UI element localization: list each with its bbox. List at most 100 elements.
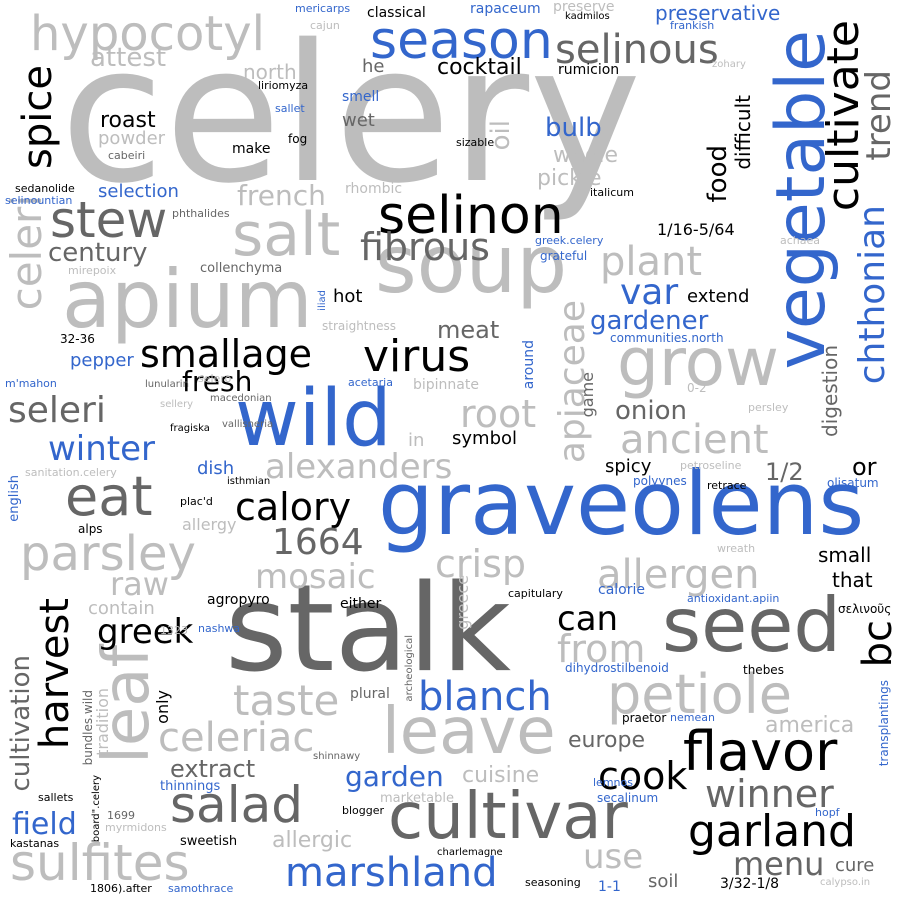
word-plural: plural bbox=[350, 686, 390, 702]
word-zohary: zohary bbox=[712, 59, 746, 70]
word-attest: attest bbox=[90, 43, 167, 73]
word-sedanolide: sedanolide bbox=[15, 182, 75, 195]
word-hot: hot bbox=[333, 286, 363, 307]
word-season: season bbox=[370, 11, 553, 71]
word-thebes: thebes bbox=[743, 663, 784, 677]
word-1664: 1664 bbox=[272, 522, 364, 563]
word-kadmilos: kadmilos bbox=[565, 11, 610, 22]
word-bipinnate: bipinnate bbox=[413, 377, 479, 393]
word-america: america bbox=[765, 713, 855, 738]
word-seleri: seleri bbox=[8, 390, 106, 431]
word-petroseline: petroseline bbox=[680, 459, 742, 472]
word-rapaceum: rapaceum bbox=[470, 1, 541, 17]
word-transplantings: transplantings bbox=[877, 680, 891, 767]
word-bundles-wild: bundles.wild bbox=[81, 690, 95, 766]
word-fresh: fresh bbox=[182, 365, 253, 398]
word-cocktail: cocktail bbox=[437, 55, 522, 80]
word-extend: extend bbox=[687, 286, 750, 307]
word-selero: selero bbox=[198, 372, 232, 385]
word-marketable: marketable bbox=[380, 791, 454, 806]
word-soup: soup bbox=[375, 218, 568, 311]
word-iliad: iliad bbox=[317, 290, 328, 311]
word-isthmian: isthmian bbox=[227, 476, 271, 487]
word-3-32-1-8: 3/32-1/8 bbox=[720, 876, 780, 892]
word-mosaic: mosaic bbox=[255, 557, 376, 597]
word-capitulary: capitulary bbox=[508, 587, 563, 600]
word-symbol: symbol bbox=[452, 428, 518, 449]
word-rhombic: rhombic bbox=[345, 181, 403, 197]
word-crisp: crisp bbox=[435, 542, 526, 586]
word-garland: garland bbox=[688, 806, 856, 857]
word-onion: onion bbox=[615, 396, 687, 426]
word-1-1: 1-1 bbox=[598, 879, 621, 895]
word-blanch: blanch bbox=[418, 674, 552, 720]
word-allergy: allergy bbox=[182, 515, 237, 534]
word-fragiska: fragiska bbox=[170, 423, 210, 434]
word-mericarps: mericarps bbox=[295, 2, 351, 15]
word-1-2: 1/2 bbox=[765, 458, 804, 486]
word-english: english bbox=[7, 475, 22, 522]
word-soil: soil bbox=[648, 871, 679, 892]
word-roast: roast bbox=[100, 108, 156, 133]
word-achaea: achaea bbox=[780, 234, 821, 247]
word-1699: 1699 bbox=[107, 809, 135, 822]
word-apium: apium bbox=[62, 253, 313, 346]
word-lunularin: lunularin bbox=[145, 379, 189, 390]
word-stalk: stalk bbox=[225, 560, 511, 699]
word-in: in bbox=[408, 430, 425, 451]
word-plant: plant bbox=[600, 239, 703, 285]
word-parsley: parsley bbox=[20, 526, 196, 582]
word-olisatum: olisatum bbox=[827, 476, 879, 490]
word-greek: greek bbox=[97, 612, 194, 652]
word-seasoning: seasoning bbox=[525, 876, 581, 889]
word-greece: greece bbox=[453, 575, 472, 630]
word-difficult: difficult bbox=[731, 95, 755, 170]
word-collenchyma: collenchyma bbox=[200, 261, 283, 276]
word-1806-after: 1806).after bbox=[90, 882, 152, 895]
word-menu: menu bbox=[733, 845, 825, 883]
word-alps: alps bbox=[78, 522, 103, 536]
word-sizable: sizable bbox=[456, 136, 495, 149]
word-selinous: selinous bbox=[555, 27, 719, 73]
word-nemean: nemean bbox=[670, 711, 715, 724]
word-rumicion: rumicion bbox=[558, 62, 620, 78]
word-persley: persley bbox=[748, 401, 789, 414]
word-meat: meat bbox=[437, 316, 500, 344]
word-root: root bbox=[460, 392, 537, 436]
word-frankish: frankish bbox=[670, 19, 715, 32]
word-sallets: sallets bbox=[38, 791, 74, 804]
word-wreath: wreath bbox=[717, 542, 756, 555]
word-winter: winter bbox=[48, 429, 156, 469]
word-cajun: cajun bbox=[310, 19, 340, 32]
word-cabeiri: cabeiri bbox=[108, 149, 146, 162]
word-selection: selection bbox=[98, 181, 179, 202]
word-hopf: hopf bbox=[815, 806, 840, 819]
word-classical: classical bbox=[367, 5, 426, 21]
word-sellery: sellery bbox=[160, 399, 194, 410]
word-allergen: allergen bbox=[597, 552, 760, 598]
word-calorie: calorie bbox=[598, 582, 645, 598]
word-phthalides: phthalides bbox=[172, 207, 230, 220]
word-1-16-5-64: 1/16-5/64 bbox=[657, 220, 735, 239]
word-food: food bbox=[703, 145, 733, 203]
word-whole: whole bbox=[553, 143, 619, 168]
word-celeri: celeri bbox=[2, 195, 51, 311]
word-digestion: digestion bbox=[818, 345, 842, 437]
word-ancient: ancient bbox=[620, 417, 769, 463]
word-winner: winner bbox=[705, 772, 834, 816]
word-eat: eat bbox=[65, 465, 153, 528]
word-blogger: blogger bbox=[342, 804, 385, 817]
word-bulb: bulb bbox=[545, 113, 602, 143]
word-liriomyza: liriomyza bbox=[258, 79, 309, 92]
word-trend: trend bbox=[859, 70, 899, 161]
word-board-celery: board".celery bbox=[91, 775, 102, 843]
word-var: var bbox=[620, 272, 679, 313]
word-marshland: marshland bbox=[285, 850, 498, 896]
word-grateful: grateful bbox=[540, 249, 588, 263]
word-fog: fog bbox=[288, 132, 308, 146]
word-spice: spice bbox=[15, 65, 61, 169]
word-italicum: italicum bbox=[590, 186, 634, 199]
word-sweetish: sweetish bbox=[180, 834, 238, 849]
word-polyynes: polyynes bbox=[633, 474, 687, 488]
word-smallage: smallage bbox=[140, 332, 313, 376]
